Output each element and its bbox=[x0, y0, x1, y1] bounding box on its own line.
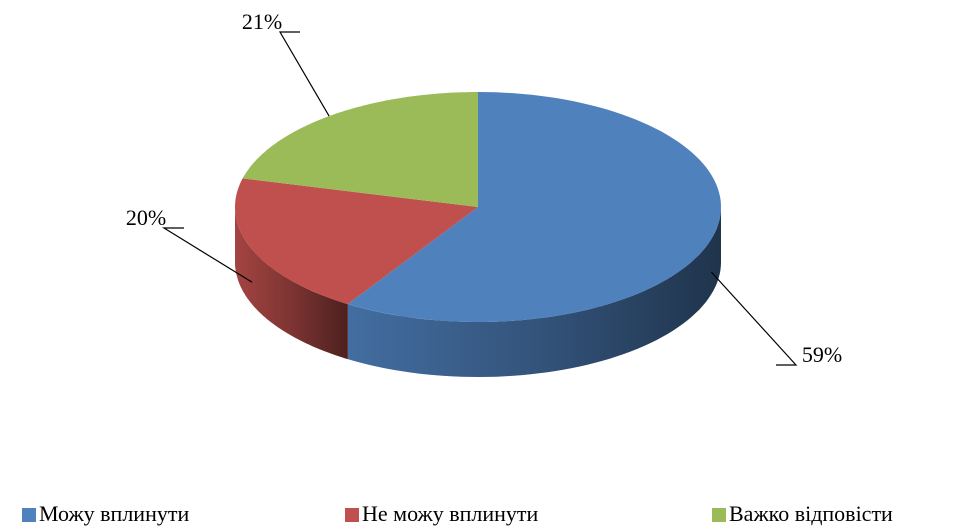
data-labels: 59% 20% 21% bbox=[126, 9, 842, 367]
legend-label: Важко відповісти bbox=[729, 501, 893, 526]
legend-swatch bbox=[22, 508, 36, 522]
data-label: 20% bbox=[126, 205, 166, 230]
slice bbox=[347, 92, 721, 322]
slice bbox=[242, 92, 478, 207]
legend-swatch bbox=[345, 508, 359, 522]
leader-line bbox=[161, 227, 253, 283]
legend: Можу вплинути Не можу вплинути Важко відпо… bbox=[22, 501, 893, 526]
slice-side-shade bbox=[347, 207, 721, 377]
legend-label: Не можу вплинути bbox=[362, 501, 539, 526]
slice-side-shade bbox=[235, 207, 348, 360]
pie-sides bbox=[235, 207, 721, 377]
leader-line bbox=[710, 271, 798, 366]
data-label: 21% bbox=[242, 9, 282, 34]
leader-line bbox=[278, 31, 330, 117]
pie-tops bbox=[235, 92, 721, 322]
slice bbox=[235, 178, 478, 305]
data-label: 59% bbox=[802, 342, 842, 367]
legend-swatch bbox=[712, 508, 726, 522]
legend-label: Можу вплинути bbox=[39, 501, 189, 526]
